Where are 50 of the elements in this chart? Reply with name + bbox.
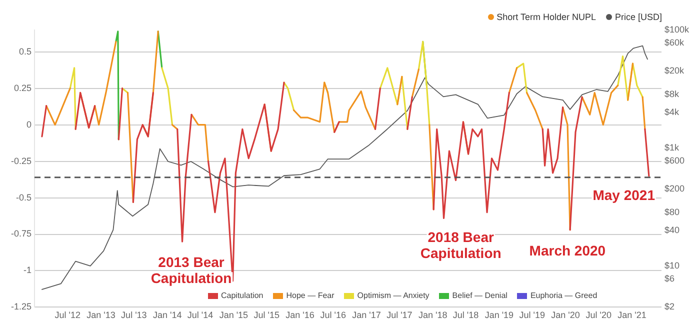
- x-tick-label: Jan '18: [418, 310, 448, 320]
- legend-label: Euphoria — Greed: [529, 291, 598, 300]
- y2-tick-label: $6: [664, 274, 674, 284]
- legend-label: Capitulation: [220, 291, 264, 300]
- y2-tick-label: $8k: [664, 89, 680, 100]
- y2-tick-label: $20k: [664, 66, 684, 76]
- y2-tick-label: $2: [664, 302, 674, 312]
- x-tick-label: Jan '15: [219, 310, 248, 320]
- x-tick-label: Jan '14: [152, 310, 182, 320]
- annotation: 2013 Bear Capitulation: [150, 254, 232, 286]
- x-tick-label: Jul '12: [54, 310, 80, 320]
- x-tick-label: Jul '15: [254, 310, 280, 320]
- x-tick-label: Jul '17: [386, 310, 412, 320]
- annotation: May 2021: [592, 187, 656, 204]
- y-tick-label: -0.25: [11, 156, 32, 166]
- y2-tick-label: $1k: [664, 142, 680, 152]
- x-tick-label: Jul '19: [519, 310, 545, 320]
- y2-tick-label: $10: [664, 260, 680, 270]
- x-tick-label: Jan '13: [86, 310, 116, 320]
- y-tick-label: 0.25: [14, 82, 32, 93]
- y2-tick-label: $600: [664, 156, 685, 166]
- y-tick-label: 0: [26, 119, 32, 130]
- y-tick-label: -0.75: [11, 228, 32, 239]
- legend-title: Short Term Holder NUPL: [496, 12, 596, 22]
- legend-label: Optimism — Anxiety: [356, 291, 430, 300]
- legend-label: Belief — Denial: [451, 291, 508, 300]
- x-tick-label: Jul '18: [452, 310, 479, 320]
- y-tick-label: -0.5: [16, 192, 32, 202]
- y2-tick-label: $4k: [664, 106, 680, 117]
- y2-tick-label: $100k: [664, 24, 690, 34]
- x-tick-label: Jul '16: [320, 310, 346, 320]
- y-tick-label: -1: [24, 265, 32, 276]
- x-tick-label: Jan '21: [618, 310, 646, 320]
- annotation: 2018 Bear Capitulation: [420, 229, 502, 262]
- y2-tick-label: $40: [664, 224, 680, 235]
- x-tick-label: Jul '13: [121, 310, 147, 320]
- x-tick-label: Jan '16: [286, 310, 314, 320]
- y2-tick-label: $200: [664, 184, 685, 194]
- x-tick-label: Jul '20: [586, 310, 612, 320]
- x-tick-label: Jan '19: [484, 310, 514, 320]
- y-tick-label: 0.5: [19, 46, 32, 56]
- y-tick-label: -1.25: [11, 302, 32, 312]
- y2-tick-label: $60k: [664, 38, 684, 48]
- x-tick-label: Jan '20: [551, 310, 580, 320]
- legend-label: Price [USD]: [614, 12, 662, 22]
- y2-tick-label: $80: [664, 207, 680, 218]
- x-tick-label: Jul '14: [187, 310, 214, 320]
- x-tick-label: Jan '17: [352, 310, 381, 320]
- legend-label: Hope — Fear: [285, 291, 334, 300]
- annotation: March 2020: [529, 242, 606, 259]
